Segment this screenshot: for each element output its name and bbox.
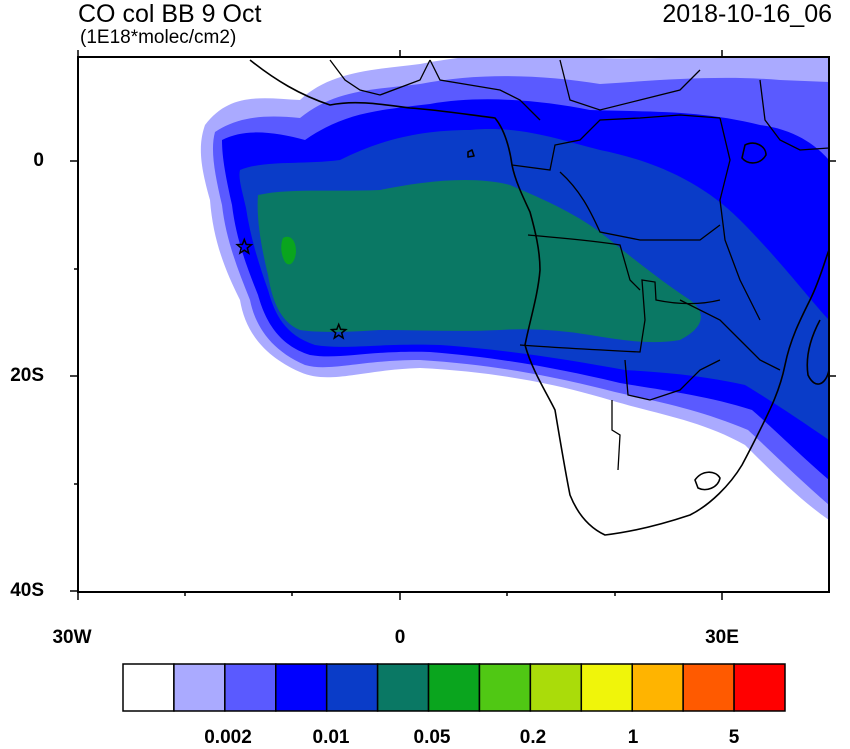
- border-line: [719, 117, 761, 321]
- contour-level-5: [257, 180, 701, 343]
- contour-level-6: [281, 236, 296, 265]
- colorbar-swatch: [173, 663, 226, 712]
- lon-label-30e: 30E: [705, 627, 739, 648]
- colorbar-tick-label: 0.05: [413, 727, 451, 748]
- lat-label-40s: 40S: [10, 580, 44, 601]
- border-line: [611, 400, 621, 471]
- colorbar-swatch: [478, 663, 532, 712]
- lesotho-border: [694, 471, 721, 491]
- plot-title: CO col BB 9 Oct: [78, 0, 262, 28]
- border-line: [429, 59, 541, 121]
- colorbar-tick-label: 1: [627, 727, 639, 748]
- units-label: (1E18*molec/cm2): [80, 27, 237, 48]
- border-line: [511, 114, 721, 171]
- colorbar-swatch: [580, 663, 633, 712]
- border-line: [329, 59, 431, 96]
- colorbar-tick-label: 0.01: [312, 727, 350, 748]
- border-line: [527, 234, 641, 291]
- colorbar: [122, 663, 786, 712]
- bioko-island: [467, 149, 475, 158]
- colorbar-swatch: [275, 663, 328, 712]
- colorbar-swatch: [224, 663, 277, 712]
- border-line: [624, 359, 721, 401]
- colorbar-swatch: [682, 663, 735, 712]
- star-marker: [329, 322, 348, 340]
- colorbar-swatch: [325, 663, 379, 712]
- lon-label-30w: 30W: [52, 627, 92, 648]
- lon-label-0: 0: [394, 627, 406, 648]
- africa-coastline: [249, 59, 829, 536]
- border-line: [559, 59, 701, 111]
- coastlines: [249, 59, 829, 536]
- axis-ticks: [70, 50, 836, 600]
- markers: [235, 237, 348, 340]
- timestamp-label: 2018-10-16_06: [662, 0, 832, 28]
- border-line: [759, 79, 829, 151]
- colorbar-swatch: [529, 663, 583, 712]
- colorbar-swatch: [733, 663, 786, 712]
- map-frame: [77, 56, 830, 593]
- lat-label-0: 0: [33, 150, 44, 171]
- country-borders: [329, 59, 829, 471]
- colorbar-tick-label: 5: [728, 727, 740, 748]
- colorbar-tick-label: 0.2: [519, 727, 547, 748]
- colorbar-tick-label: 0.002: [204, 727, 252, 748]
- star-marker: [235, 237, 254, 255]
- border-line: [559, 171, 721, 241]
- colorbar-swatch: [631, 663, 684, 712]
- co-contour-field: [200, 57, 829, 520]
- border-line: [679, 299, 781, 371]
- colorbar-swatch: [376, 663, 430, 712]
- colorbar-swatch: [427, 663, 481, 712]
- madagascar-coastline: [806, 319, 829, 385]
- lat-label-20s: 20S: [10, 365, 44, 386]
- border-line: [519, 279, 721, 353]
- colorbar-swatch: [122, 663, 175, 712]
- lake-victoria: [741, 142, 767, 164]
